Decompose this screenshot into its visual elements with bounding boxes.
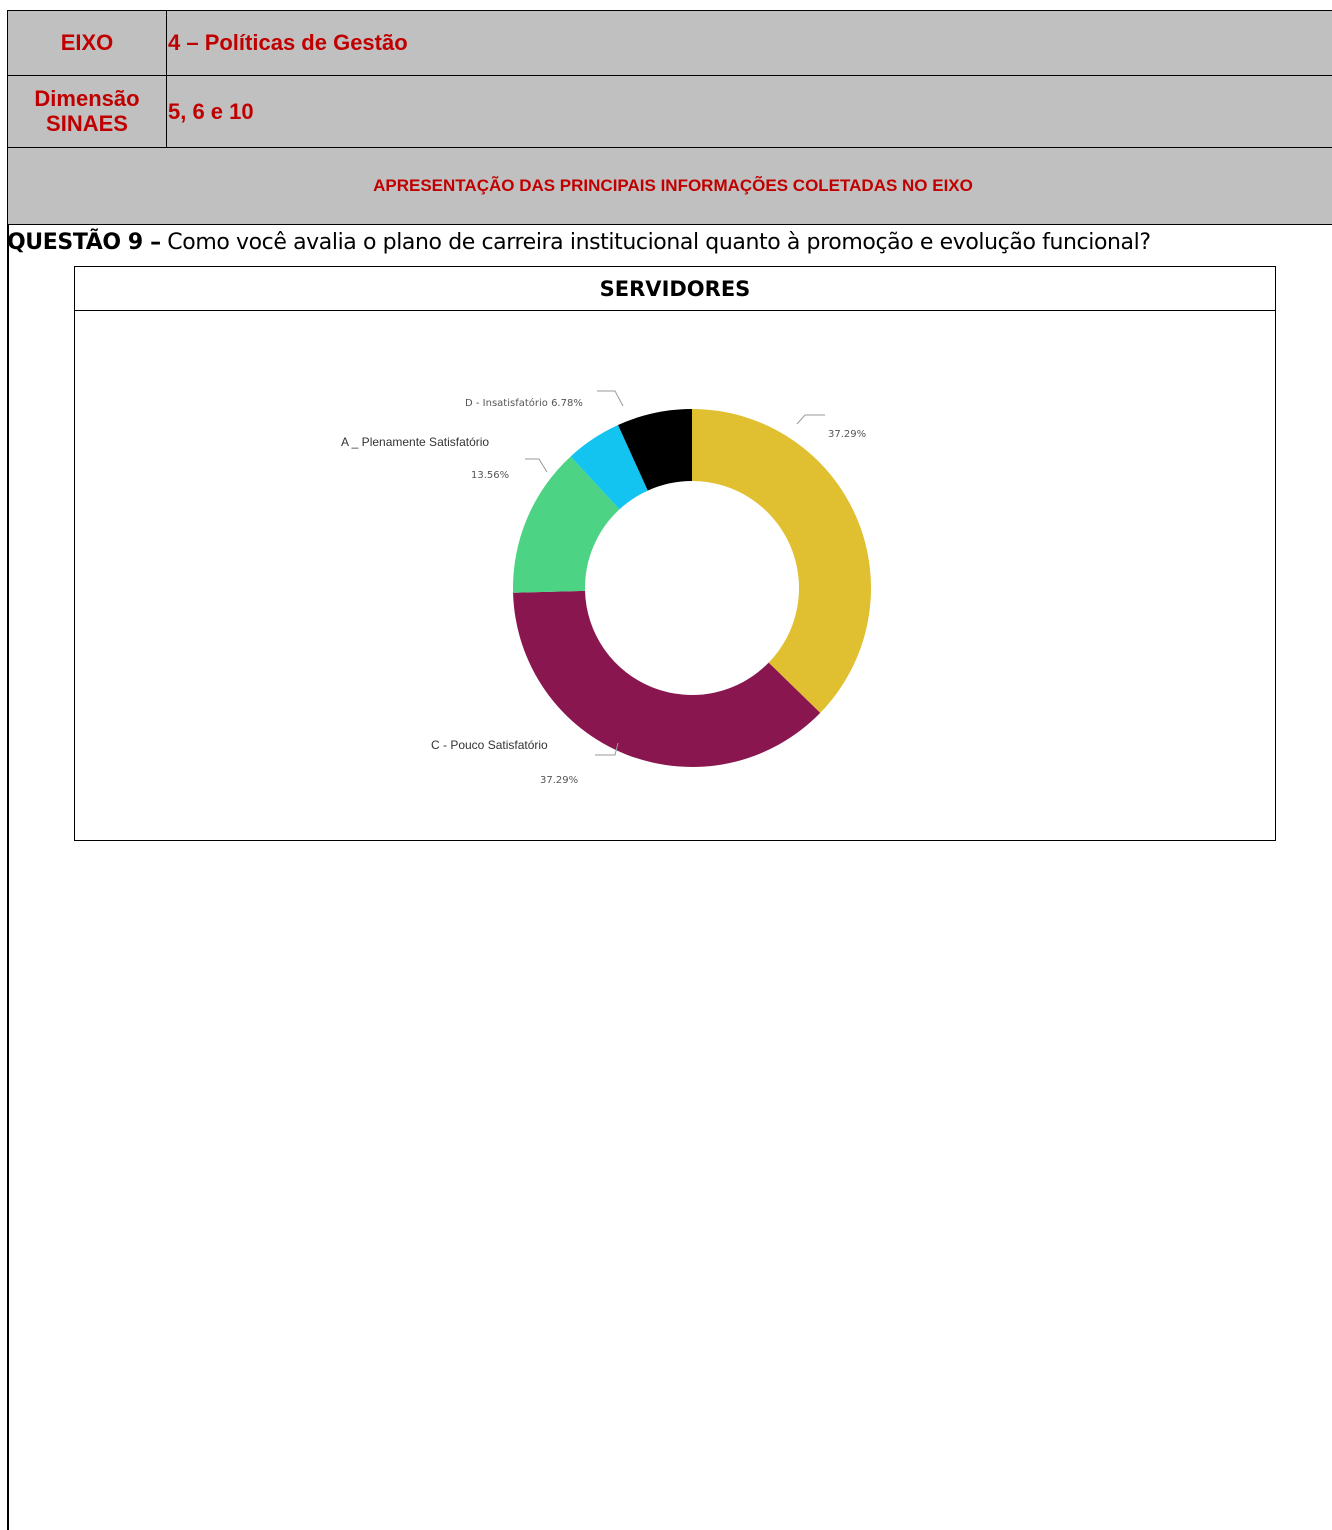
- dimensao-label: Dimensão SINAES: [8, 76, 167, 147]
- leader-line-0: [796, 414, 825, 425]
- dimensao-value: 5, 6 e 10: [168, 98, 254, 124]
- donut-slice-0: [692, 409, 871, 713]
- question-text: QUESTÃO 9 – Como você avalia o plano de …: [7, 230, 1151, 255]
- leader-line-3: [597, 390, 624, 407]
- chart-title: SERVIDORES: [75, 267, 1275, 311]
- label-pct-c: 37.29%: [540, 775, 578, 786]
- eixo-row: EIXO 4 – Políticas de Gestão: [8, 11, 1332, 76]
- donut-slice-1: [513, 590, 821, 767]
- question-number: QUESTÃO 9 –: [7, 230, 161, 255]
- donut-slice-2: [513, 456, 620, 593]
- label-c: C - Pouco Satisfatório: [431, 738, 548, 752]
- label-a: A _ Plenamente Satisfatório: [341, 435, 489, 449]
- dimensao-label-line1: Dimensão: [34, 86, 140, 112]
- label-d: D - Insatisfatório 6.78%: [465, 397, 583, 409]
- section-title-row: APRESENTAÇÃO DAS PRINCIPAIS INFORMAÇÕES …: [8, 148, 1332, 225]
- leader-line-1: [595, 742, 619, 756]
- question-body: Como você avalia o plano de carreira ins…: [160, 230, 1151, 255]
- dimensao-row: Dimensão SINAES 5, 6 e 10: [8, 76, 1332, 148]
- chart-box: SERVIDORES 37.29% C - Pouco Satisfatório 3…: [74, 266, 1276, 841]
- eixo-value: 4 – Políticas de Gestão: [168, 30, 408, 55]
- donut-chart: 37.29% C - Pouco Satisfatório 37.29% A _ Pl…: [341, 390, 871, 786]
- dimensao-label-line2: SINAES: [46, 110, 128, 136]
- donut-slice-3: [570, 424, 648, 510]
- label-pct-b: 37.29%: [828, 429, 866, 440]
- eixo-label: EIXO: [8, 11, 167, 75]
- section-title: APRESENTAÇÃO DAS PRINCIPAIS INFORMAÇÕES …: [373, 176, 973, 195]
- leader-line-2: [525, 458, 548, 473]
- label-pct-a: 13.56%: [471, 470, 509, 481]
- donut-slice-4: [618, 409, 692, 491]
